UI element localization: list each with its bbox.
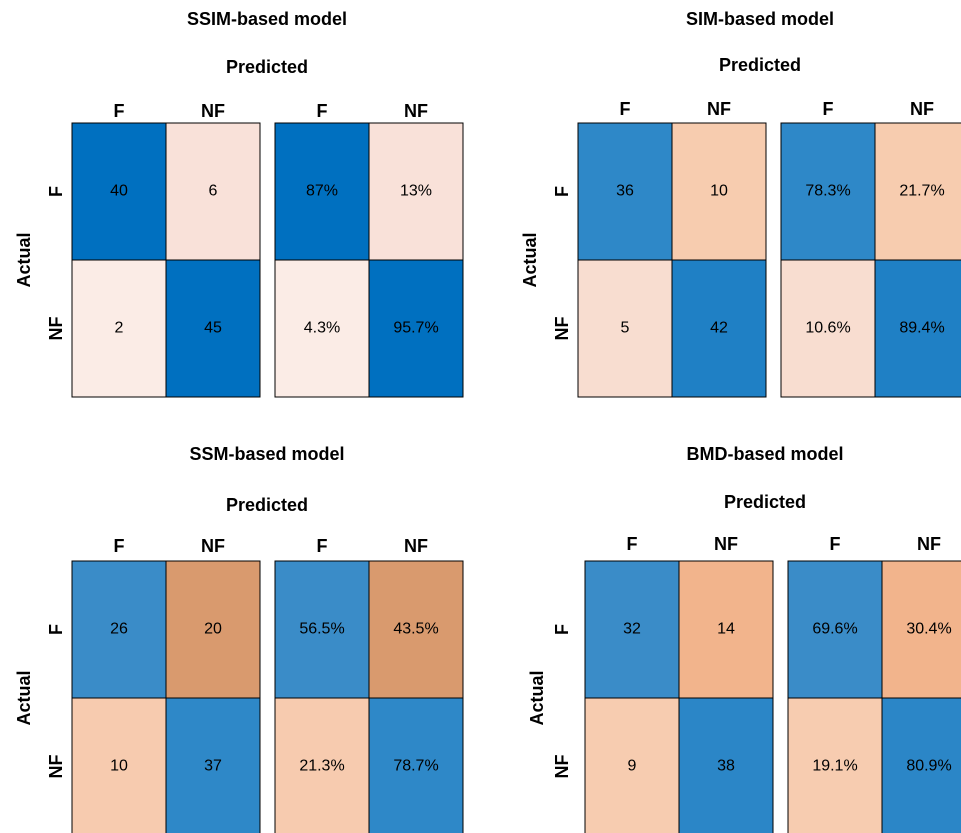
column-label: F <box>620 99 631 119</box>
cell <box>780 259 876 398</box>
cell-label: 78.7% <box>393 758 438 775</box>
cell <box>71 259 167 398</box>
column-label: F <box>317 101 328 121</box>
cell <box>165 122 261 261</box>
row-label: NF <box>552 755 572 779</box>
x-axis-label: Predicted <box>226 57 308 77</box>
cell-label: 89.4% <box>899 320 944 337</box>
cell <box>368 697 464 833</box>
row-label: NF <box>552 317 572 341</box>
row-label: F <box>552 624 572 635</box>
y-axis-label: Actual <box>14 232 34 287</box>
row-label: NF <box>46 755 66 779</box>
cell-label: 9 <box>628 758 637 775</box>
cell-label: 56.5% <box>299 621 344 638</box>
cell-label: 26 <box>110 621 128 638</box>
row-label: NF <box>46 317 66 341</box>
cell <box>874 259 961 398</box>
column-label: F <box>823 99 834 119</box>
panel-title: SSM-based model <box>189 444 344 464</box>
cell-label: 80.9% <box>906 758 951 775</box>
cell <box>678 697 774 833</box>
column-label: NF <box>201 101 225 121</box>
column-label: NF <box>917 534 941 554</box>
column-label: F <box>627 534 638 554</box>
cell <box>71 122 167 261</box>
column-label: NF <box>404 536 428 556</box>
column-label: NF <box>201 536 225 556</box>
cell <box>368 560 464 699</box>
cell <box>787 697 883 833</box>
column-label: F <box>317 536 328 556</box>
cell-label: 87% <box>306 183 338 200</box>
cell-label: 19.1% <box>812 758 857 775</box>
cell-label: 95.7% <box>393 320 438 337</box>
cell <box>780 122 876 261</box>
cell-label: 30.4% <box>906 621 951 638</box>
cell <box>71 697 167 833</box>
y-axis-label: Actual <box>527 670 547 725</box>
row-label: F <box>46 186 66 197</box>
cell <box>584 560 680 699</box>
cell <box>165 560 261 699</box>
y-axis-label: Actual <box>14 670 34 725</box>
cell-label: 10 <box>110 758 128 775</box>
row-label: F <box>46 624 66 635</box>
cell-label: 10.6% <box>805 320 850 337</box>
cell-label: 43.5% <box>393 621 438 638</box>
cell <box>368 259 464 398</box>
column-label: F <box>114 536 125 556</box>
panel-title: BMD-based model <box>686 444 843 464</box>
row-label: F <box>552 186 572 197</box>
cell <box>881 697 961 833</box>
panel-title: SSIM-based model <box>187 9 347 29</box>
cell-label: 5 <box>621 320 630 337</box>
cell-label: 40 <box>110 183 128 200</box>
column-label: NF <box>707 99 731 119</box>
panel-title: SIM-based model <box>686 9 834 29</box>
cell <box>274 560 370 699</box>
cell <box>71 560 167 699</box>
cell <box>274 259 370 398</box>
cell <box>165 259 261 398</box>
cell-label: 78.3% <box>805 183 850 200</box>
cell-label: 4.3% <box>304 320 340 337</box>
cell-label: 45 <box>204 320 222 337</box>
cell-label: 10 <box>710 183 728 200</box>
column-label: NF <box>714 534 738 554</box>
cell <box>274 697 370 833</box>
cell-label: 38 <box>717 758 735 775</box>
column-label: F <box>830 534 841 554</box>
cell <box>787 560 883 699</box>
cell-label: 21.7% <box>899 183 944 200</box>
cell <box>671 259 767 398</box>
x-axis-label: Predicted <box>724 492 806 512</box>
cell <box>368 122 464 261</box>
cell-label: 6 <box>209 183 218 200</box>
cell-label: 69.6% <box>812 621 857 638</box>
x-axis-label: Predicted <box>226 495 308 515</box>
y-axis-label: Actual <box>520 232 540 287</box>
x-axis-label: Predicted <box>719 55 801 75</box>
cell <box>881 560 961 699</box>
cell <box>165 697 261 833</box>
cell <box>671 122 767 261</box>
column-label: NF <box>910 99 934 119</box>
cell-label: 20 <box>204 621 222 638</box>
cell <box>678 560 774 699</box>
column-label: F <box>114 101 125 121</box>
cell-label: 14 <box>717 621 735 638</box>
cell-label: 36 <box>616 183 634 200</box>
cell-label: 32 <box>623 621 641 638</box>
cell <box>584 697 680 833</box>
cell-label: 13% <box>400 183 432 200</box>
cell-label: 42 <box>710 320 728 337</box>
cell <box>274 122 370 261</box>
cell-label: 37 <box>204 758 222 775</box>
cell-label: 2 <box>115 320 124 337</box>
column-label: NF <box>404 101 428 121</box>
cell-label: 21.3% <box>299 758 344 775</box>
